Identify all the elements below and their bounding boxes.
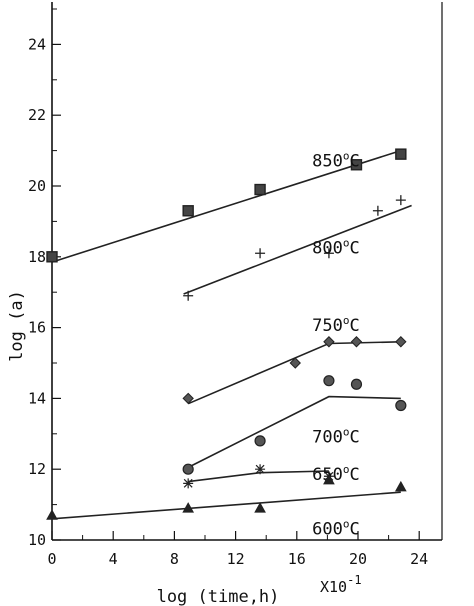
series-600: 600oC [46,473,407,540]
series-label-degree: o [343,518,350,531]
data-point-triangle [394,480,407,492]
series-label-value: 650 [312,465,343,485]
series-label-unit: C [349,465,359,485]
y-tick-label: 24 [28,35,46,53]
y-tick-label: 16 [28,319,46,337]
fit-line [183,204,412,295]
series-800: 800oC [183,195,412,301]
x-tick-label: 20 [349,550,367,568]
series-label-degree: o [343,314,350,327]
fit-line [188,470,329,483]
data-point-diamond [323,336,335,348]
x-axis-title: log (time,h) [157,587,280,606]
fit-line [51,149,402,263]
data-point-circle [350,378,363,390]
series-650: 650oC [183,463,360,489]
series-label-degree: o [343,426,350,439]
x-multiplier-exponent: -1 [347,573,361,587]
data-point-plus [183,290,194,301]
data-point-plus [323,248,334,259]
series-label-degree: o [343,150,350,163]
data-point-asterisk [255,464,266,475]
series-label-degree: o [343,236,350,249]
data-point-asterisk [183,478,194,489]
data-point-square [182,205,194,217]
data-point-square [46,251,58,263]
data-point-square [395,148,407,160]
data-point-circle [323,375,335,387]
fit-line [187,341,401,405]
x-tick-label: 12 [227,550,245,568]
series-label: 650oC [312,463,360,485]
y-axis-title: log (a) [7,290,27,362]
axes: 0 4 8 12 16 20 24 10 12 14 16 18 20 22 24 [28,2,443,568]
data-point-plus [395,195,406,206]
series-label: 600oC [312,518,360,540]
data-point-circle [254,435,266,447]
series-750: 750oC [182,314,407,405]
series-850: 850oC [46,148,407,263]
series-label: 850oC [312,150,360,172]
series-label-value: 850 [312,152,343,172]
series-label-unit: C [349,152,359,172]
series-label-unit: C [349,428,359,448]
data-point-triangle [254,502,266,513]
y-tick-label: 12 [28,460,46,478]
data-point-diamond [350,336,363,348]
series-label-unit: C [349,238,359,258]
data-point-circle [182,463,194,475]
y-tick-label: 20 [28,177,46,195]
data-point-triangle [182,502,195,513]
data-point-diamond [395,336,407,348]
fit-line [51,491,401,520]
x-multiplier-base: X10 [320,578,347,596]
x-tick-label: 4 [109,550,118,568]
x-tick-label: 0 [47,550,56,568]
x-tick-label: 24 [410,550,428,568]
series-label-unit: C [349,316,359,336]
y-tick-label: 18 [28,248,46,266]
series-label-value: 750 [312,316,343,336]
series-label-value: 800 [312,238,343,258]
data-point-circle [395,399,407,412]
series-label-degree: o [343,463,350,476]
data-point-triangle [46,509,58,520]
series-label-value: 700 [312,428,343,448]
data-point-diamond [289,357,301,369]
data-point-plus [255,248,266,259]
y-tick-label: 10 [28,531,46,549]
series-label: 750oC [312,314,360,336]
data-point-triangle [323,473,335,485]
x-multiplier: X10-1 [320,573,362,596]
series-label: 700oC [312,426,360,448]
y-tick-label: 22 [28,106,46,124]
data-point-diamond [182,392,194,405]
series-label-unit: C [349,520,359,540]
x-tick-label: 8 [170,550,179,568]
x-tick-label: 16 [288,550,306,568]
y-tick-label: 14 [28,389,46,407]
data-point-square [254,183,266,196]
series-label: 800oC [312,236,360,258]
series-label-value: 600 [312,520,343,540]
data-point-square [350,159,363,171]
fit-line [187,395,401,469]
data-point-plus [372,205,383,216]
series-700: 700oC [182,375,407,475]
